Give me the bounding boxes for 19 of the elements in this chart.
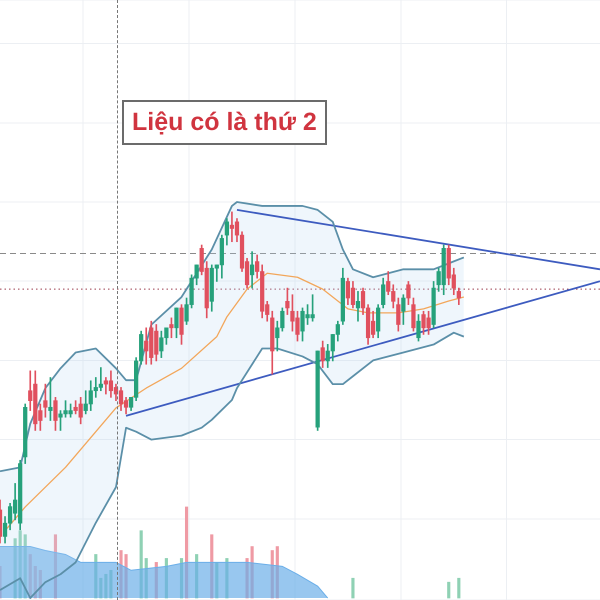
bar xyxy=(109,570,113,598)
bar xyxy=(210,534,214,598)
bar xyxy=(14,538,17,598)
bar xyxy=(351,578,355,598)
bar xyxy=(447,582,450,598)
bar xyxy=(195,554,198,598)
bar xyxy=(94,554,98,598)
bar xyxy=(124,554,128,598)
bar xyxy=(24,534,27,598)
chart-title: Liệu có là thứ 2 xyxy=(122,100,327,145)
bar xyxy=(184,506,188,598)
bar xyxy=(164,558,168,598)
bar xyxy=(54,534,58,598)
bar xyxy=(225,558,228,598)
bar xyxy=(250,546,254,598)
bar xyxy=(215,562,218,598)
bar xyxy=(18,530,22,598)
bar xyxy=(119,550,123,598)
bar xyxy=(457,578,460,598)
